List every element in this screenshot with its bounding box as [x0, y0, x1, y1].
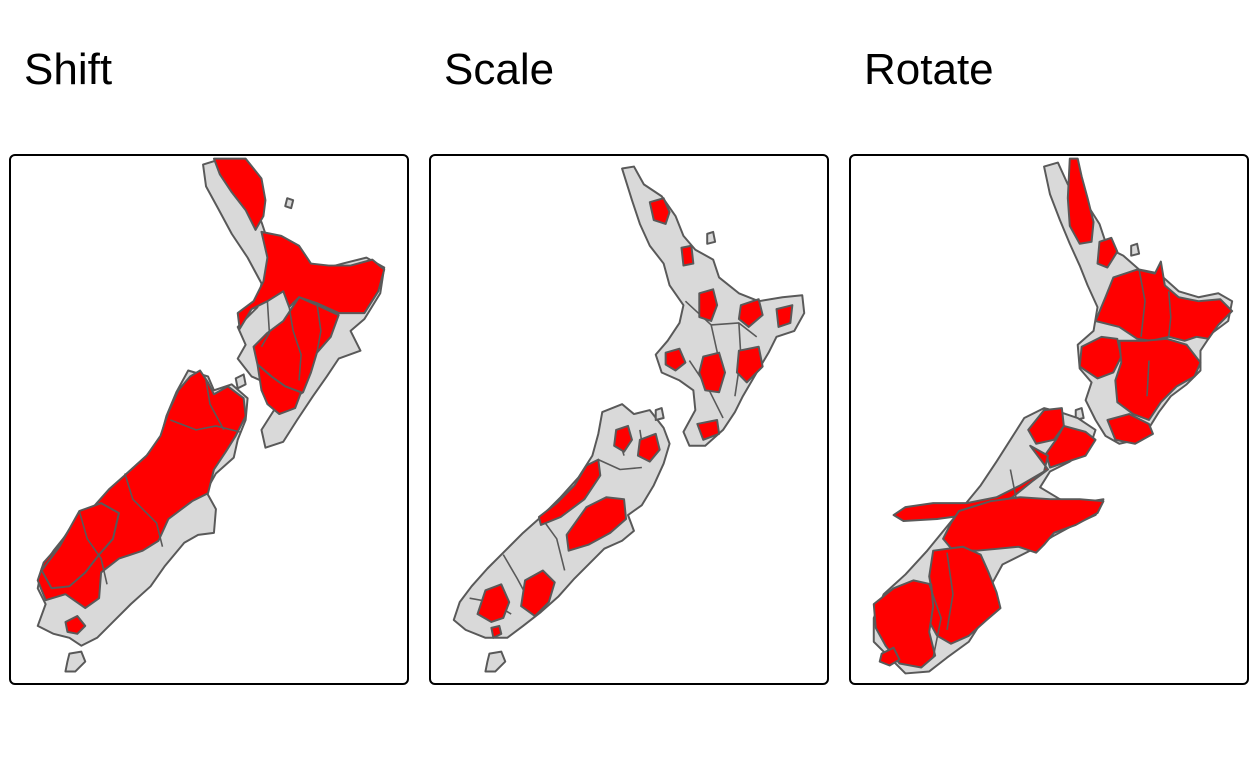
blob-hawkesbay: [735, 345, 764, 384]
blob-taranaki: [664, 347, 687, 372]
islet-a: [706, 230, 717, 245]
panel-title-rotate: Rotate: [864, 45, 994, 94]
region-south-north: [256, 363, 303, 416]
region-southland-rot: [872, 579, 937, 669]
islet-b: [654, 407, 665, 421]
blob-bop: [737, 298, 764, 328]
blob-canterbury: [565, 496, 628, 552]
nz-map-rotate: [872, 157, 1234, 675]
panel-title-shift: Shift: [24, 45, 113, 94]
region-northland: [212, 157, 267, 231]
region-central-rot: [1094, 260, 1234, 342]
region-auck-rot: [1096, 236, 1119, 269]
map-panel-scale: [429, 154, 829, 685]
blob-wellington: [696, 419, 721, 441]
nz-map-shift: [36, 157, 386, 673]
region-westcoast-rot: [892, 444, 1049, 522]
panel-title-scale: Scale: [444, 45, 555, 94]
region-wgtn-rot: [1106, 413, 1154, 445]
region-small-rot: [878, 646, 901, 667]
blob-westcoast: [537, 458, 602, 526]
blob-northland: [648, 197, 671, 225]
region-nelson-rot: [1027, 407, 1065, 445]
region-east-rot: [1114, 337, 1202, 421]
islet-a: [1130, 242, 1141, 257]
blob-manawatu: [698, 351, 727, 394]
nz-map-scale: [452, 165, 806, 673]
islet-a: [284, 197, 295, 210]
stewart-island: [484, 650, 507, 673]
stewart-island: [64, 650, 87, 673]
map-panel-rotate: [849, 154, 1249, 685]
blob-southland: [476, 583, 511, 623]
blob-otago: [520, 569, 556, 618]
blob-gisborne: [775, 304, 794, 328]
blob-marlborough: [636, 432, 661, 463]
south-island: [452, 403, 671, 639]
blob-small-south: [490, 624, 503, 639]
region-marl-rot: [1045, 424, 1097, 469]
region-small-south: [64, 615, 87, 635]
region-north-rot: [1066, 157, 1095, 245]
islet-b: [234, 373, 247, 390]
blob-waikato: [698, 288, 719, 322]
region-southwest: [40, 502, 120, 590]
map-panel-shift: [9, 154, 409, 685]
region-taranaki-rot: [1078, 335, 1123, 380]
blob-auckland: [680, 244, 695, 267]
blob-nelson: [613, 424, 633, 453]
